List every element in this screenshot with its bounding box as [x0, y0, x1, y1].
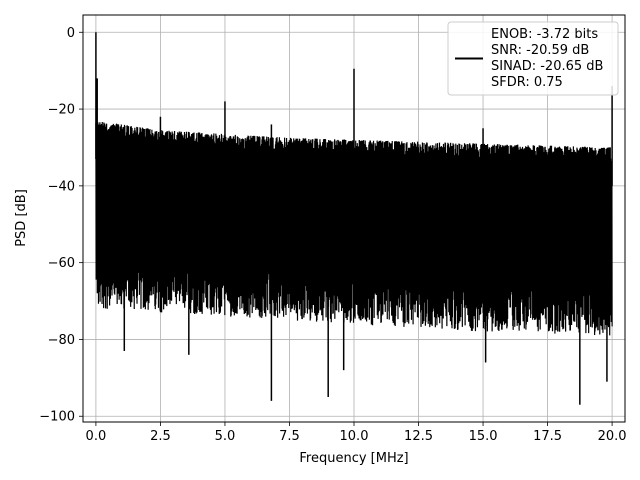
x-tick-label: 15.0	[469, 429, 498, 444]
legend-box	[447, 21, 619, 96]
x-tick-label: 10.0	[340, 429, 369, 444]
x-axis-ticks: 0.0 2.5 5.0 7.5 10.0 12.5 15.0 17.5 20.0	[86, 422, 627, 444]
x-tick-label: 20.0	[598, 429, 627, 444]
y-axis-ticks: 0 −20 −40 −60 −80 −100	[39, 26, 83, 425]
y-tick-label: 0	[67, 26, 75, 41]
x-tick-label: 5.0	[215, 429, 236, 444]
legend-entry-sfdr: SFDR: 0.75	[491, 75, 563, 90]
psd-trace	[95, 32, 613, 405]
y-tick-label: −80	[48, 333, 75, 348]
y-tick-label: −100	[39, 410, 75, 425]
psd-noise-band	[95, 121, 613, 336]
y-tick-label: −20	[48, 103, 75, 118]
y-tick-label: −40	[48, 179, 75, 194]
legend-entry-snr: SNR: -20.59 dB	[491, 43, 589, 58]
y-tick-label: −60	[48, 256, 75, 271]
x-tick-label: 0.0	[86, 429, 107, 444]
legend-entry-sinad: SINAD: -20.65 dB	[491, 59, 603, 74]
y-axis-label: PSD [dB]	[14, 189, 29, 247]
x-tick-label: 7.5	[279, 429, 300, 444]
x-tick-label: 12.5	[404, 429, 433, 444]
legend-entry-enob: ENOB: -3.72 bits	[491, 27, 598, 42]
x-tick-label: 2.5	[150, 429, 171, 444]
x-axis-label: Frequency [MHz]	[299, 451, 408, 466]
legend: ENOB: -3.72 bits SNR: -20.59 dB SINAD: -…	[447, 21, 619, 96]
x-tick-label: 17.5	[533, 429, 562, 444]
